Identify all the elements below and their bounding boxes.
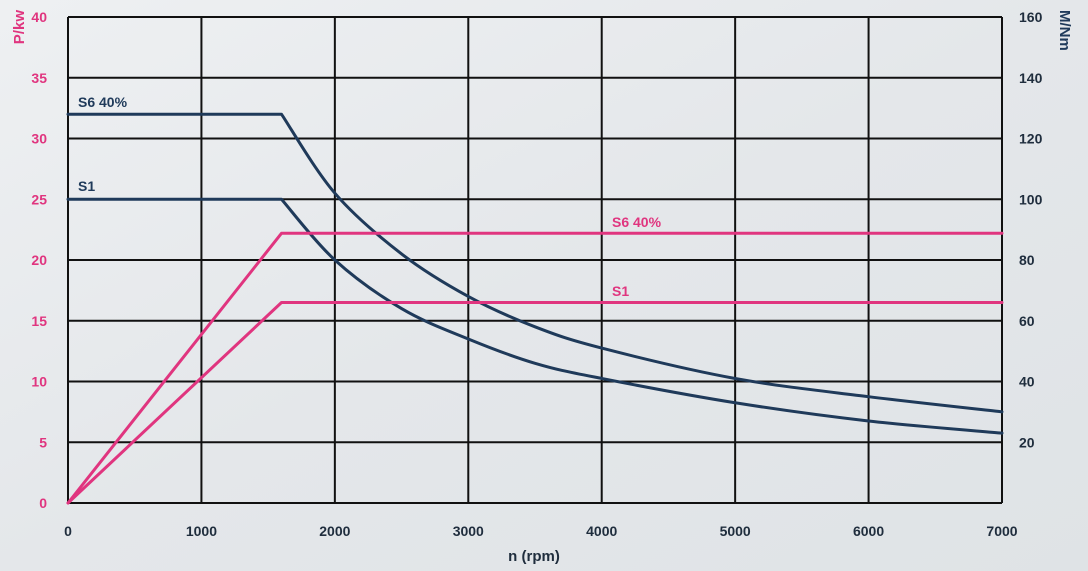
y-tick-labels-left: 0 5 10 15 20 25 30 35 40 [31, 9, 47, 511]
y-tick-label-left: 0 [39, 495, 47, 511]
y-axis-title-left: P/kw [11, 10, 28, 45]
series-line-3 [66, 301, 1004, 505]
y-tick-label-left: 5 [39, 434, 47, 450]
y-tick-label-right: 80 [1019, 252, 1035, 268]
y-tick-label-left: 30 [31, 131, 47, 147]
y-tick-label-right: 40 [1019, 374, 1035, 390]
series-layer [66, 112, 1004, 505]
y-tick-label-right: 160 [1019, 9, 1043, 25]
x-tick-label: 7000 [986, 523, 1017, 539]
series-label-s1-power: S1 [612, 283, 629, 299]
y-tick-label-right: 100 [1019, 191, 1043, 207]
y-tick-label-left: 10 [31, 374, 47, 390]
y-tick-label-right: 120 [1019, 131, 1043, 147]
y-axis-title-right: M/Nm [1056, 10, 1073, 51]
x-tick-label: 1000 [186, 523, 217, 539]
x-tick-label: 3000 [453, 523, 484, 539]
x-tick-label: 6000 [853, 523, 884, 539]
y-tick-label-left: 35 [31, 70, 47, 86]
y-tick-label-left: 20 [31, 252, 47, 268]
series-label-s1-torque: S1 [78, 178, 95, 194]
x-axis-title: n (rpm) [508, 548, 560, 565]
grid [67, 16, 1003, 504]
x-tick-label: 2000 [319, 523, 350, 539]
y-tick-labels-right: 20 40 60 80 100 120 140 160 [1019, 9, 1043, 450]
y-tick-label-right: 140 [1019, 70, 1043, 86]
series-label-s6-power: S6 40% [612, 214, 662, 230]
y-tick-label-left: 40 [31, 9, 47, 25]
y-tick-label-right: 60 [1019, 313, 1035, 329]
series-label-s6-torque: S6 40% [78, 94, 128, 110]
y-tick-label-right: 20 [1019, 434, 1035, 450]
x-tick-label: 0 [64, 523, 72, 539]
y-tick-label-left: 25 [31, 191, 47, 207]
series-line-2 [66, 231, 1004, 505]
series-line-0 [66, 112, 1004, 414]
x-tick-labels: 0 1000 2000 3000 4000 5000 6000 7000 [64, 523, 1018, 539]
y-tick-label-left: 15 [31, 313, 47, 329]
x-tick-label: 5000 [720, 523, 751, 539]
x-tick-label: 4000 [586, 523, 617, 539]
series-line-1 [66, 197, 1004, 435]
